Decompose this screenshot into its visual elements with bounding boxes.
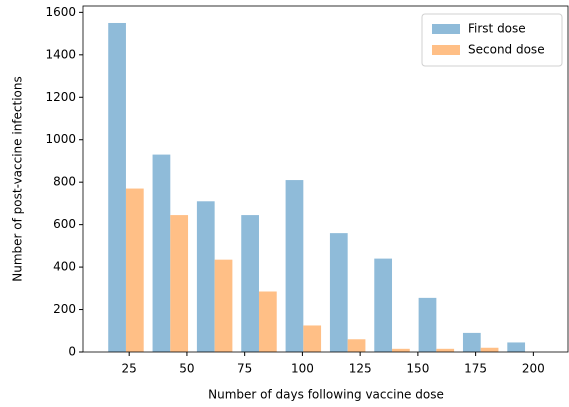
y-axis-label: Number of post-vaccine infections — [11, 76, 25, 282]
bar — [303, 325, 322, 352]
bar — [108, 22, 126, 352]
legend-label: First dose — [468, 22, 526, 36]
y-tick-label: 1200 — [45, 90, 76, 104]
bar — [329, 233, 348, 352]
bar — [347, 339, 366, 352]
x-tick-label: 125 — [349, 362, 372, 376]
bar — [374, 258, 393, 352]
bar — [462, 332, 481, 352]
bar — [258, 291, 277, 352]
y-tick-label: 200 — [53, 302, 76, 316]
bar — [392, 348, 410, 352]
y-tick-label: 600 — [53, 217, 76, 231]
bar — [418, 297, 437, 352]
x-tick-label: 175 — [464, 362, 487, 376]
x-tick-label: 50 — [179, 362, 194, 376]
x-axis-label: Number of days following vaccine dose — [208, 388, 444, 402]
x-tick-label: 75 — [237, 362, 252, 376]
axes-frame — [82, 5, 569, 353]
y-tick-label: 800 — [53, 175, 76, 189]
bar — [152, 154, 171, 352]
y-tick-label: 0 — [68, 345, 76, 359]
x-tick-label: 25 — [122, 362, 137, 376]
bar — [196, 201, 215, 352]
legend-swatch — [432, 24, 460, 34]
bar — [241, 215, 259, 352]
x-tick-label: 200 — [522, 362, 545, 376]
bar — [214, 259, 233, 352]
x-tick-label: 150 — [406, 362, 429, 376]
y-tick-label: 1000 — [45, 132, 76, 146]
y-tick-label: 1400 — [45, 47, 76, 61]
bar — [507, 342, 526, 352]
bar — [285, 180, 304, 352]
bar — [125, 188, 144, 352]
bar — [170, 215, 189, 352]
bar — [436, 348, 455, 352]
y-tick-label: 1600 — [45, 5, 76, 19]
legend-swatch — [432, 45, 460, 55]
bar — [480, 347, 499, 352]
x-tick-label: 100 — [291, 362, 314, 376]
legend-label: Second dose — [468, 43, 545, 57]
y-tick-label: 400 — [53, 260, 76, 274]
